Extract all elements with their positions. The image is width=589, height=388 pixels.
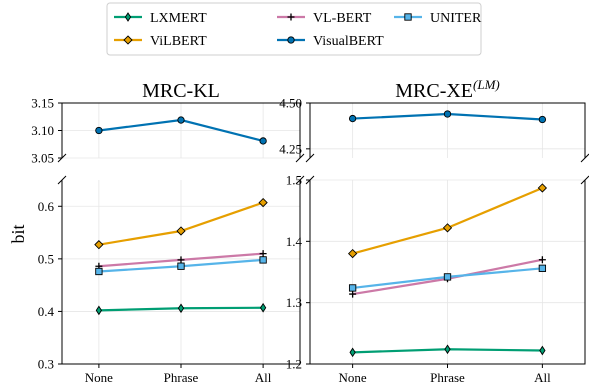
data-point (95, 267, 103, 276)
legend-entry: VisualBERT (277, 34, 384, 49)
data-point (442, 223, 453, 233)
legend-frame (106, 2, 482, 56)
legend-entry: ViLBERT (114, 34, 207, 49)
y-axis-label: bit (8, 224, 28, 243)
legend: LXMERT ViLBERT VL-BERT VisualBERT UNITER (106, 2, 482, 56)
series-vilbert (94, 197, 268, 250)
y-tick-label: 1.5 (286, 173, 302, 188)
data-point (177, 303, 185, 314)
y-tick-label: 0.5 (38, 251, 54, 266)
series-vilbert (347, 183, 548, 259)
series-vl-bert (95, 250, 267, 270)
series-visualbert (348, 110, 547, 124)
y-tick-label: 3.15 (31, 96, 54, 111)
data-point (259, 137, 267, 145)
axis-break-mark (295, 175, 305, 185)
axis-break-mark (305, 153, 315, 163)
panel-title: MRC-KL (142, 80, 220, 102)
y-tick-label: 3.05 (31, 151, 54, 166)
series-uniter (348, 264, 547, 292)
data-point (347, 248, 358, 259)
x-tick-label: None (85, 370, 113, 385)
data-point (444, 344, 451, 355)
axis-break-mark (295, 153, 305, 163)
legend-marker (404, 13, 412, 21)
legend-marker (287, 36, 295, 44)
data-point (539, 345, 546, 356)
y-tick-label: 0.6 (38, 199, 55, 214)
series-lxmert (349, 344, 546, 358)
data-point (258, 197, 268, 208)
legend-label: ViLBERT (150, 34, 207, 49)
data-point (443, 273, 452, 281)
legend-marker (287, 13, 295, 21)
legend-marker (123, 35, 133, 45)
data-point (443, 110, 452, 118)
series-lxmert (95, 302, 267, 316)
data-point (538, 256, 546, 264)
y-tick-label: 0.3 (38, 357, 54, 372)
y-tick-label: 0.4 (38, 304, 55, 319)
legend-entry: VL-BERT (277, 11, 372, 26)
axis-break-mark (57, 175, 67, 185)
x-tick-label: None (339, 370, 367, 385)
data-point (94, 240, 104, 250)
data-point (95, 126, 103, 135)
data-point (538, 264, 547, 272)
panels: 3.05 3.10 3.15 0.3 0.4 0.5 0.6 None Phrase All MRC… (31, 77, 589, 385)
panel-mrc-kl: 3.05 3.10 3.15 0.3 0.4 0.5 0.6 None Phrase All MRC… (31, 80, 305, 385)
data-point (176, 226, 186, 236)
x-tick-label: All (534, 370, 551, 385)
data-point (349, 290, 357, 298)
data-point (259, 302, 267, 313)
x-tick-label: All (255, 370, 272, 385)
y-tick-label: 4.50 (279, 96, 302, 111)
y-tick-label: 1.3 (286, 295, 302, 310)
y-tick-label: 1.2 (286, 357, 302, 372)
axis-break-mark (580, 175, 589, 185)
data-point (348, 114, 357, 123)
data-point (538, 115, 547, 124)
legend-label: VisualBERT (313, 34, 384, 49)
legend-label: LXMERT (150, 11, 207, 26)
panel-title-superscript: (LM) (473, 77, 500, 92)
x-tick-label: Phrase (164, 370, 199, 385)
y-tick-label: 1.4 (286, 234, 303, 249)
legend-label: UNITER (430, 11, 482, 26)
data-point (259, 256, 267, 264)
series-visualbert (95, 116, 267, 145)
axis-break-mark (580, 153, 589, 163)
data-point (259, 250, 267, 258)
legend-label: VL-BERT (313, 11, 372, 26)
panel-title: MRC-XE(LM) (395, 77, 500, 102)
data-point (177, 256, 185, 264)
legend-marker (124, 12, 132, 22)
legend-entry: LXMERT (114, 11, 207, 26)
data-point (349, 347, 356, 358)
data-point (95, 305, 103, 316)
y-tick-label: 4.25 (279, 141, 302, 156)
panel-mrc-xe: 4.25 4.50 1.2 1.3 1.4 1.5 None Phrase All MRC-XE(… (279, 77, 589, 385)
series-uniter (95, 256, 267, 276)
data-point (177, 116, 185, 124)
x-tick-label: Phrase (430, 370, 465, 385)
data-point (537, 183, 548, 193)
data-point (348, 284, 357, 292)
data-point (177, 262, 185, 270)
y-tick-label: 3.10 (31, 123, 54, 138)
axis-frame-top (309, 102, 586, 158)
legend-entry: UNITER (394, 11, 482, 26)
